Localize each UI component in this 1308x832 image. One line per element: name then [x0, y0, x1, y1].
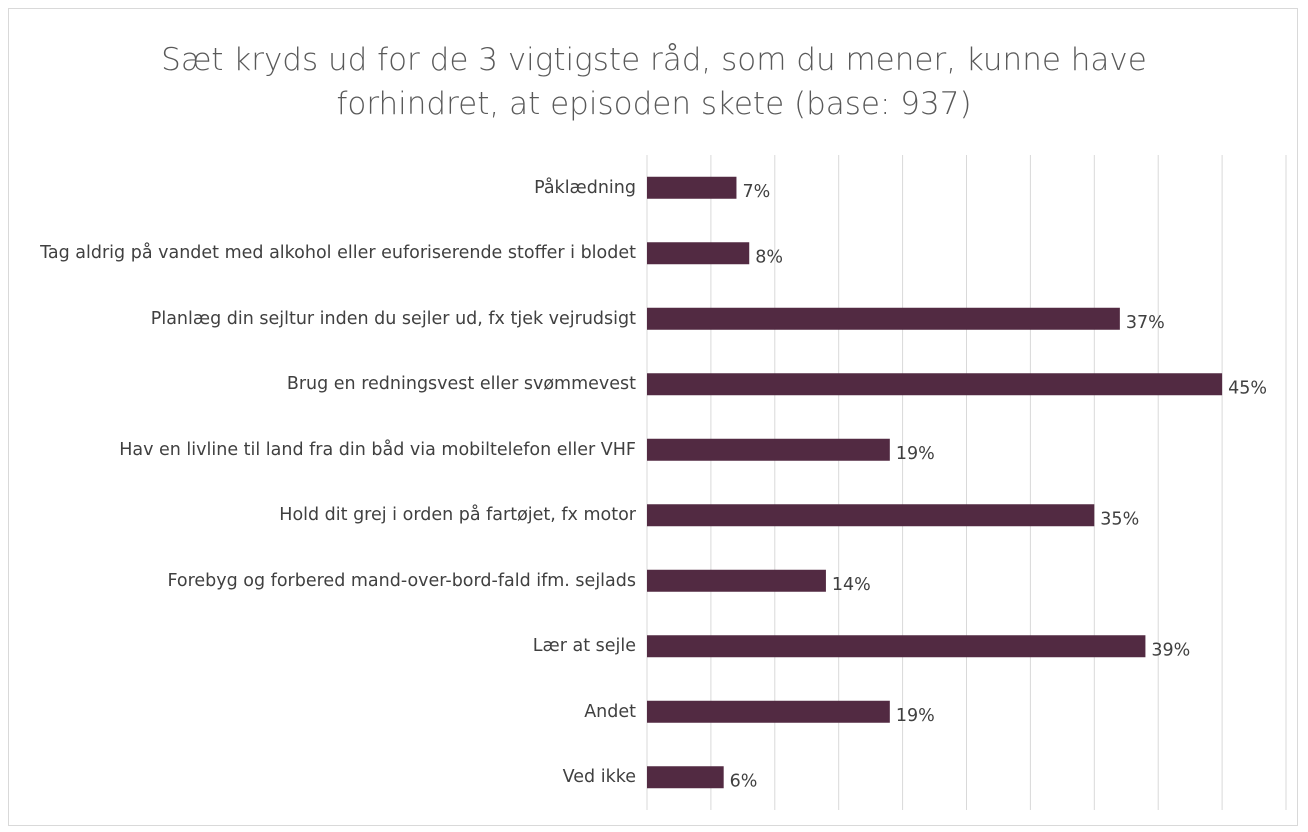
- bar: [647, 373, 1223, 396]
- data-label: 6%: [730, 771, 758, 791]
- bar: [647, 635, 1146, 658]
- category-label: Påklædning: [534, 177, 636, 198]
- category-label: Planlæg din sejltur inden du sejler ud, …: [150, 308, 636, 329]
- data-label: 45%: [1228, 378, 1267, 398]
- category-label-box: Påklædning: [0, 176, 636, 200]
- chart-title: Sæt kryds ud for de 3 vigtigste råd, som…: [161, 42, 1147, 122]
- bar: [647, 176, 737, 199]
- data-label: 14%: [832, 575, 871, 595]
- data-label: 19%: [896, 706, 935, 726]
- category-label: Brug en redningsvest eller svømmevest: [286, 374, 636, 395]
- category-label-box: Planlæg din sejltur inden du sejler ud, …: [0, 307, 636, 331]
- data-label: 37%: [1126, 313, 1165, 333]
- bar: [647, 569, 826, 592]
- category-label-box: Hold dit grej i orden på fartøjet, fx mo…: [0, 503, 636, 527]
- category-label-box: Brug en redningsvest eller svømmevest: [0, 372, 636, 396]
- category-label-box: Ved ikke: [0, 765, 636, 789]
- bar: [647, 242, 750, 265]
- data-label: 8%: [755, 247, 783, 267]
- bar: [647, 307, 1120, 330]
- data-label: 39%: [1151, 640, 1190, 660]
- category-label: Ved ikke: [562, 767, 636, 788]
- category-label: Andet: [584, 701, 636, 722]
- chart-frame: [8, 8, 1298, 826]
- bar: [647, 766, 724, 789]
- bar: [647, 504, 1095, 527]
- category-label-box: Forebyg og forbered mand-over-bord-fald …: [0, 569, 636, 593]
- data-label: 19%: [896, 444, 935, 464]
- category-label: Tag aldrig på vandet med alkohol eller e…: [40, 243, 636, 264]
- category-label: Forebyg og forbered mand-over-bord-fald …: [167, 570, 636, 591]
- bar: [647, 700, 890, 723]
- category-label: Hold dit grej i orden på fartøjet, fx mo…: [279, 505, 636, 526]
- category-label-box: Tag aldrig på vandet med alkohol eller e…: [0, 241, 636, 265]
- category-label-box: Hav en livline til land fra din båd via …: [0, 438, 636, 462]
- bar: [647, 438, 890, 461]
- category-label-box: Lær at sejle: [0, 634, 636, 658]
- category-label: Hav en livline til land fra din båd via …: [119, 439, 636, 460]
- category-label-box: Andet: [0, 700, 636, 724]
- data-label: 7%: [742, 182, 770, 202]
- category-label: Lær at sejle: [532, 636, 636, 657]
- data-label: 35%: [1100, 509, 1139, 529]
